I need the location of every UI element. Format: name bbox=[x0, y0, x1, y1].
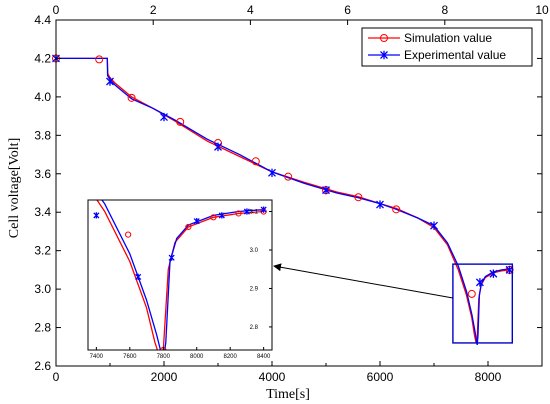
series-2-marker-asterisk bbox=[268, 168, 276, 178]
inset-series-1-marker-circle bbox=[210, 214, 217, 221]
x-tick-label: 6000 bbox=[367, 370, 394, 384]
inset-series-2-marker-asterisk bbox=[243, 208, 250, 215]
series-1-marker-circle bbox=[95, 55, 104, 64]
top-tick-label: 2 bbox=[150, 3, 157, 17]
series-2-marker-asterisk bbox=[475, 278, 484, 287]
inset-y-tick-label: 3.0 bbox=[250, 248, 259, 254]
series-2-marker-asterisk bbox=[214, 142, 222, 152]
legend-box bbox=[361, 27, 533, 67]
x-tick-label: 8000 bbox=[475, 370, 502, 384]
inset-series-2-marker-asterisk bbox=[168, 254, 175, 261]
series-1-marker-circle bbox=[251, 157, 260, 166]
y-tick-label: 3.6 bbox=[34, 167, 51, 181]
inset-x-tick-label: 7600 bbox=[123, 354, 137, 360]
main-marker-layer bbox=[52, 54, 514, 298]
legend: Simulation value Experimental value bbox=[361, 27, 533, 67]
inset-y-tick-label: 3.1 bbox=[250, 210, 259, 216]
series-1-marker-circle bbox=[392, 205, 401, 214]
inset-series-line-1 bbox=[96, 200, 264, 350]
inset-x-tick-label: 8400 bbox=[257, 354, 271, 360]
y-tick-label: 3.0 bbox=[34, 282, 51, 296]
inset-y-tick-label: 2.9 bbox=[250, 286, 259, 292]
series-2-marker-asterisk bbox=[430, 221, 438, 230]
inset-x-tick-label: 7400 bbox=[90, 354, 104, 360]
top-tick-label: 4 bbox=[247, 3, 254, 17]
series-1-marker-circle bbox=[467, 289, 476, 298]
inset-series-layer bbox=[93, 200, 267, 350]
inset-series-2-marker-asterisk bbox=[260, 206, 267, 213]
legend-label: Simulation value bbox=[404, 31, 492, 45]
inset-y-tick-label: 2.8 bbox=[250, 325, 259, 331]
x-tick-label: 2000 bbox=[151, 370, 178, 384]
y-tick-label: 4.4 bbox=[34, 13, 51, 27]
y-tick-label: 4.0 bbox=[34, 90, 51, 104]
main-axes: 0 2000 4000 6000 8000 2.6 2.8 3.0 3.2 3.4 3.6 3.8 4.… bbox=[34, 3, 549, 384]
series-2-marker-asterisk bbox=[322, 185, 330, 195]
inset-frame bbox=[87, 199, 273, 351]
main-series-layer bbox=[56, 57, 510, 346]
y-tick-label: 3.4 bbox=[34, 205, 51, 219]
top-tick-label: 6 bbox=[344, 3, 351, 17]
series-2-marker-asterisk bbox=[489, 269, 498, 278]
plot-frame bbox=[55, 19, 543, 367]
series-1-marker-circle bbox=[284, 172, 293, 181]
inset-background bbox=[88, 200, 272, 350]
y-tick-label: 3.2 bbox=[34, 244, 51, 258]
legend-label: Experimental value bbox=[404, 48, 506, 62]
y-tick-label: 2.8 bbox=[34, 321, 51, 335]
series-2-marker-asterisk bbox=[376, 200, 384, 209]
x-axis-label: Time[s] bbox=[266, 387, 310, 402]
zoom-region bbox=[273, 263, 513, 344]
inset-series-2-marker-asterisk bbox=[93, 212, 100, 219]
inset-x-tick-label: 7800 bbox=[157, 354, 171, 360]
y-tick-label: 4.2 bbox=[34, 51, 51, 65]
legend-marker-asterisk bbox=[380, 50, 388, 60]
series-2-marker-asterisk bbox=[106, 77, 114, 86]
series-1-marker-circle bbox=[127, 93, 136, 102]
inset-series-1-marker-circle bbox=[125, 231, 132, 238]
inset-chart: 7400 7600 7800 8000 8200 8400 2.8 2.9 3.0 3.1 bbox=[87, 199, 273, 360]
inset-x-tick-label: 8200 bbox=[224, 354, 238, 360]
zoom-arrow bbox=[273, 263, 453, 299]
x-tick-label: 0 bbox=[53, 370, 60, 384]
inset-series-2-marker-asterisk bbox=[193, 218, 200, 225]
legend-marker-circle bbox=[380, 34, 388, 42]
top-tick-label: 8 bbox=[441, 3, 448, 17]
inset-series-2-marker-asterisk bbox=[135, 273, 142, 281]
x-tick-label: 4000 bbox=[259, 370, 286, 384]
series-1-marker-circle bbox=[354, 193, 363, 202]
y-axis-label: Cell voltage[Volt] bbox=[7, 138, 22, 238]
top-tick-label: 0 bbox=[53, 3, 60, 17]
inset-series-1-marker-circle bbox=[235, 210, 242, 217]
top-tick-label: 10 bbox=[535, 3, 549, 17]
inset-x-tick-label: 8000 bbox=[190, 354, 204, 360]
inset-series-1-marker-circle bbox=[185, 223, 192, 231]
zoom-box bbox=[452, 263, 513, 344]
y-tick-label: 2.6 bbox=[34, 359, 51, 373]
inset-series-2-marker-asterisk bbox=[218, 212, 225, 219]
series-1-marker-circle bbox=[176, 117, 185, 126]
series-2-marker-asterisk bbox=[160, 112, 168, 122]
inset-series-line-2 bbox=[101, 200, 264, 350]
y-tick-label: 3.8 bbox=[34, 128, 51, 142]
series-line-2 bbox=[56, 57, 510, 346]
